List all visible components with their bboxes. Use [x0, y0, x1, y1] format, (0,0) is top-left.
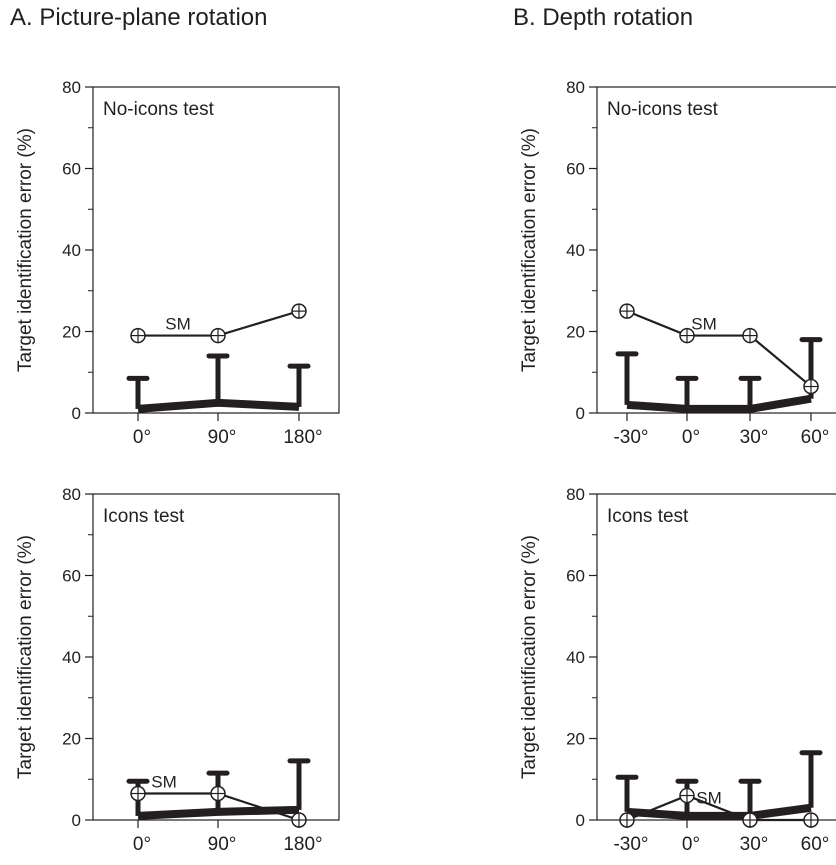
panel-title-a: A. Picture-plane rotation: [10, 4, 268, 31]
sm-data-point: [130, 785, 146, 802]
plot-frame: [596, 86, 836, 414]
sm-data-point: [130, 327, 146, 344]
y-tick-label: 0: [576, 811, 585, 830]
sm-series-label: SM: [165, 315, 191, 334]
inset-label: No-icons test: [607, 99, 719, 120]
panel-title-b: B. Depth rotation: [513, 4, 694, 31]
sm-data-point: [742, 812, 758, 828]
sm-data-point: [291, 812, 307, 828]
sm-data-point: [679, 787, 695, 804]
y-tick-label: 60: [62, 567, 81, 586]
y-axis-label: Target identification error (%): [519, 128, 540, 372]
x-tick-label: 0°: [682, 834, 700, 855]
inset-label: No-icons test: [103, 99, 215, 120]
x-tick-label: 180°: [283, 427, 322, 448]
x-tick-label: 90°: [208, 427, 237, 448]
y-tick-label: 80: [62, 78, 81, 97]
y-tick-label: 0: [72, 404, 81, 423]
sm-data-point: [210, 327, 226, 344]
chart-4: 0 20 40 60 80 Target identification error (%)…: [519, 485, 836, 855]
y-tick-label: 40: [62, 648, 81, 667]
sm-data-point: [742, 327, 758, 344]
thick-series-line: [626, 803, 812, 820]
sm-data-point: [619, 812, 635, 828]
inset-label: Icons test: [607, 506, 689, 527]
y-axis-label: Target identification error (%): [15, 128, 36, 372]
sm-series-label: SM: [696, 789, 722, 808]
y-tick-label: 20: [62, 730, 81, 749]
x-tick-label: -30°: [613, 834, 648, 855]
y-tick-label: 20: [566, 323, 585, 342]
thick-series-line: [137, 398, 300, 413]
x-tick-label: 90°: [208, 834, 237, 855]
y-tick-label: 60: [62, 160, 81, 179]
x-tick-label: 180°: [283, 834, 322, 855]
chart-3: 0 20 40 60 80 Target identification error (%)…: [15, 485, 340, 855]
y-tick-label: 60: [566, 567, 585, 586]
x-tick-label: 0°: [133, 834, 151, 855]
y-tick-label: 0: [72, 811, 81, 830]
x-tick-label: 30°: [740, 834, 769, 855]
inset-label: Icons test: [103, 506, 185, 527]
sm-data-point: [803, 378, 819, 395]
y-tick-label: 20: [566, 730, 585, 749]
x-tick-label: 60°: [801, 427, 830, 448]
y-tick-label: 20: [62, 323, 81, 342]
y-tick-label: 40: [62, 241, 81, 260]
y-axis-label: Target identification error (%): [15, 535, 36, 779]
y-tick-label: 60: [566, 160, 585, 179]
sm-data-point: [619, 303, 635, 319]
y-tick-label: 0: [576, 404, 585, 423]
x-tick-label: 0°: [133, 427, 151, 448]
x-tick-label: 0°: [682, 427, 700, 448]
x-tick-label: -30°: [613, 427, 648, 448]
chart-1: 0 20 40 60 80 Target identification error (%)…: [15, 78, 340, 448]
sm-data-point: [679, 327, 695, 344]
sm-data-point: [803, 812, 819, 828]
x-tick-label: 30°: [740, 427, 769, 448]
y-tick-label: 40: [566, 648, 585, 667]
sm-series-label: SM: [151, 773, 177, 792]
sm-data-point: [291, 303, 307, 319]
sm-series-line: [626, 310, 812, 388]
y-tick-label: 80: [62, 485, 81, 504]
y-tick-label: 80: [566, 485, 585, 504]
plot-frame: [596, 493, 836, 821]
sm-series-label: SM: [691, 315, 717, 334]
sm-data-point: [210, 785, 226, 802]
y-tick-label: 40: [566, 241, 585, 260]
thick-series-line: [626, 394, 812, 413]
sm-series-line: [626, 794, 811, 822]
y-tick-label: 80: [566, 78, 585, 97]
chart-2: 0 20 40 60 80 Target identification error (%)…: [519, 78, 836, 448]
y-axis-label: Target identification error (%): [519, 535, 540, 779]
x-tick-label: 60°: [801, 834, 830, 855]
